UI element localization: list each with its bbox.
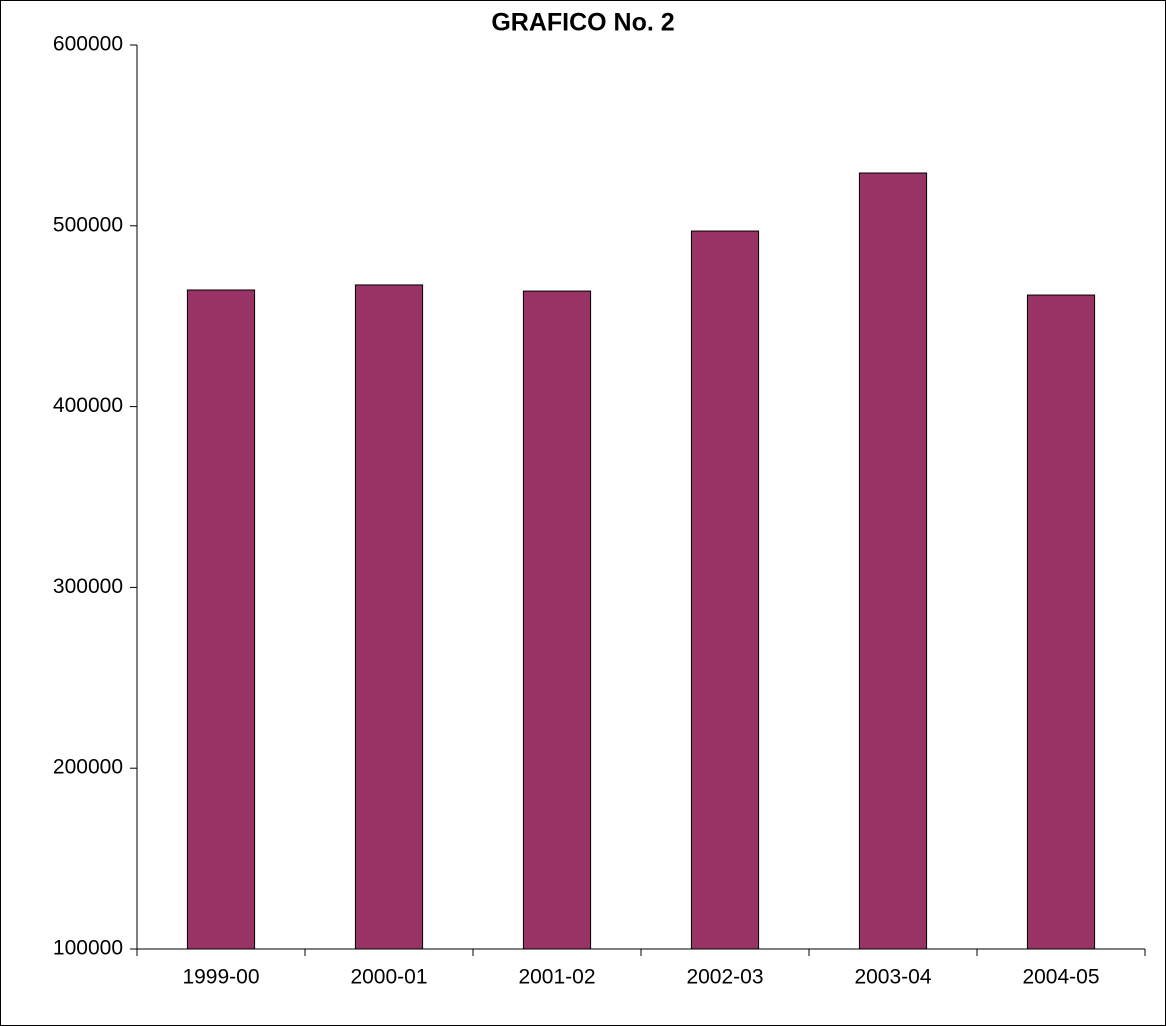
y-tick-label: 300000	[53, 575, 123, 598]
y-tick-label: 400000	[53, 394, 123, 417]
x-tick-label: 2004-05	[1022, 966, 1099, 989]
bar	[1026, 294, 1096, 950]
chart-title: GRAFICO No. 2	[491, 9, 674, 37]
bar	[354, 284, 424, 950]
x-tick-label: 2002-03	[686, 966, 763, 989]
x-tick-label: 2003-04	[854, 966, 931, 989]
y-tick-label: 100000	[53, 937, 123, 960]
y-tick-label: 500000	[53, 213, 123, 236]
bar	[690, 230, 760, 950]
bar	[522, 290, 592, 950]
x-tick-label: 2001-02	[518, 966, 595, 989]
x-tick-label: 1999-00	[182, 966, 259, 989]
y-tick-label: 200000	[53, 756, 123, 779]
bar	[858, 172, 928, 950]
x-tick-label: 2000-01	[350, 966, 427, 989]
y-tick-label: 600000	[53, 33, 123, 56]
bar	[186, 289, 256, 950]
